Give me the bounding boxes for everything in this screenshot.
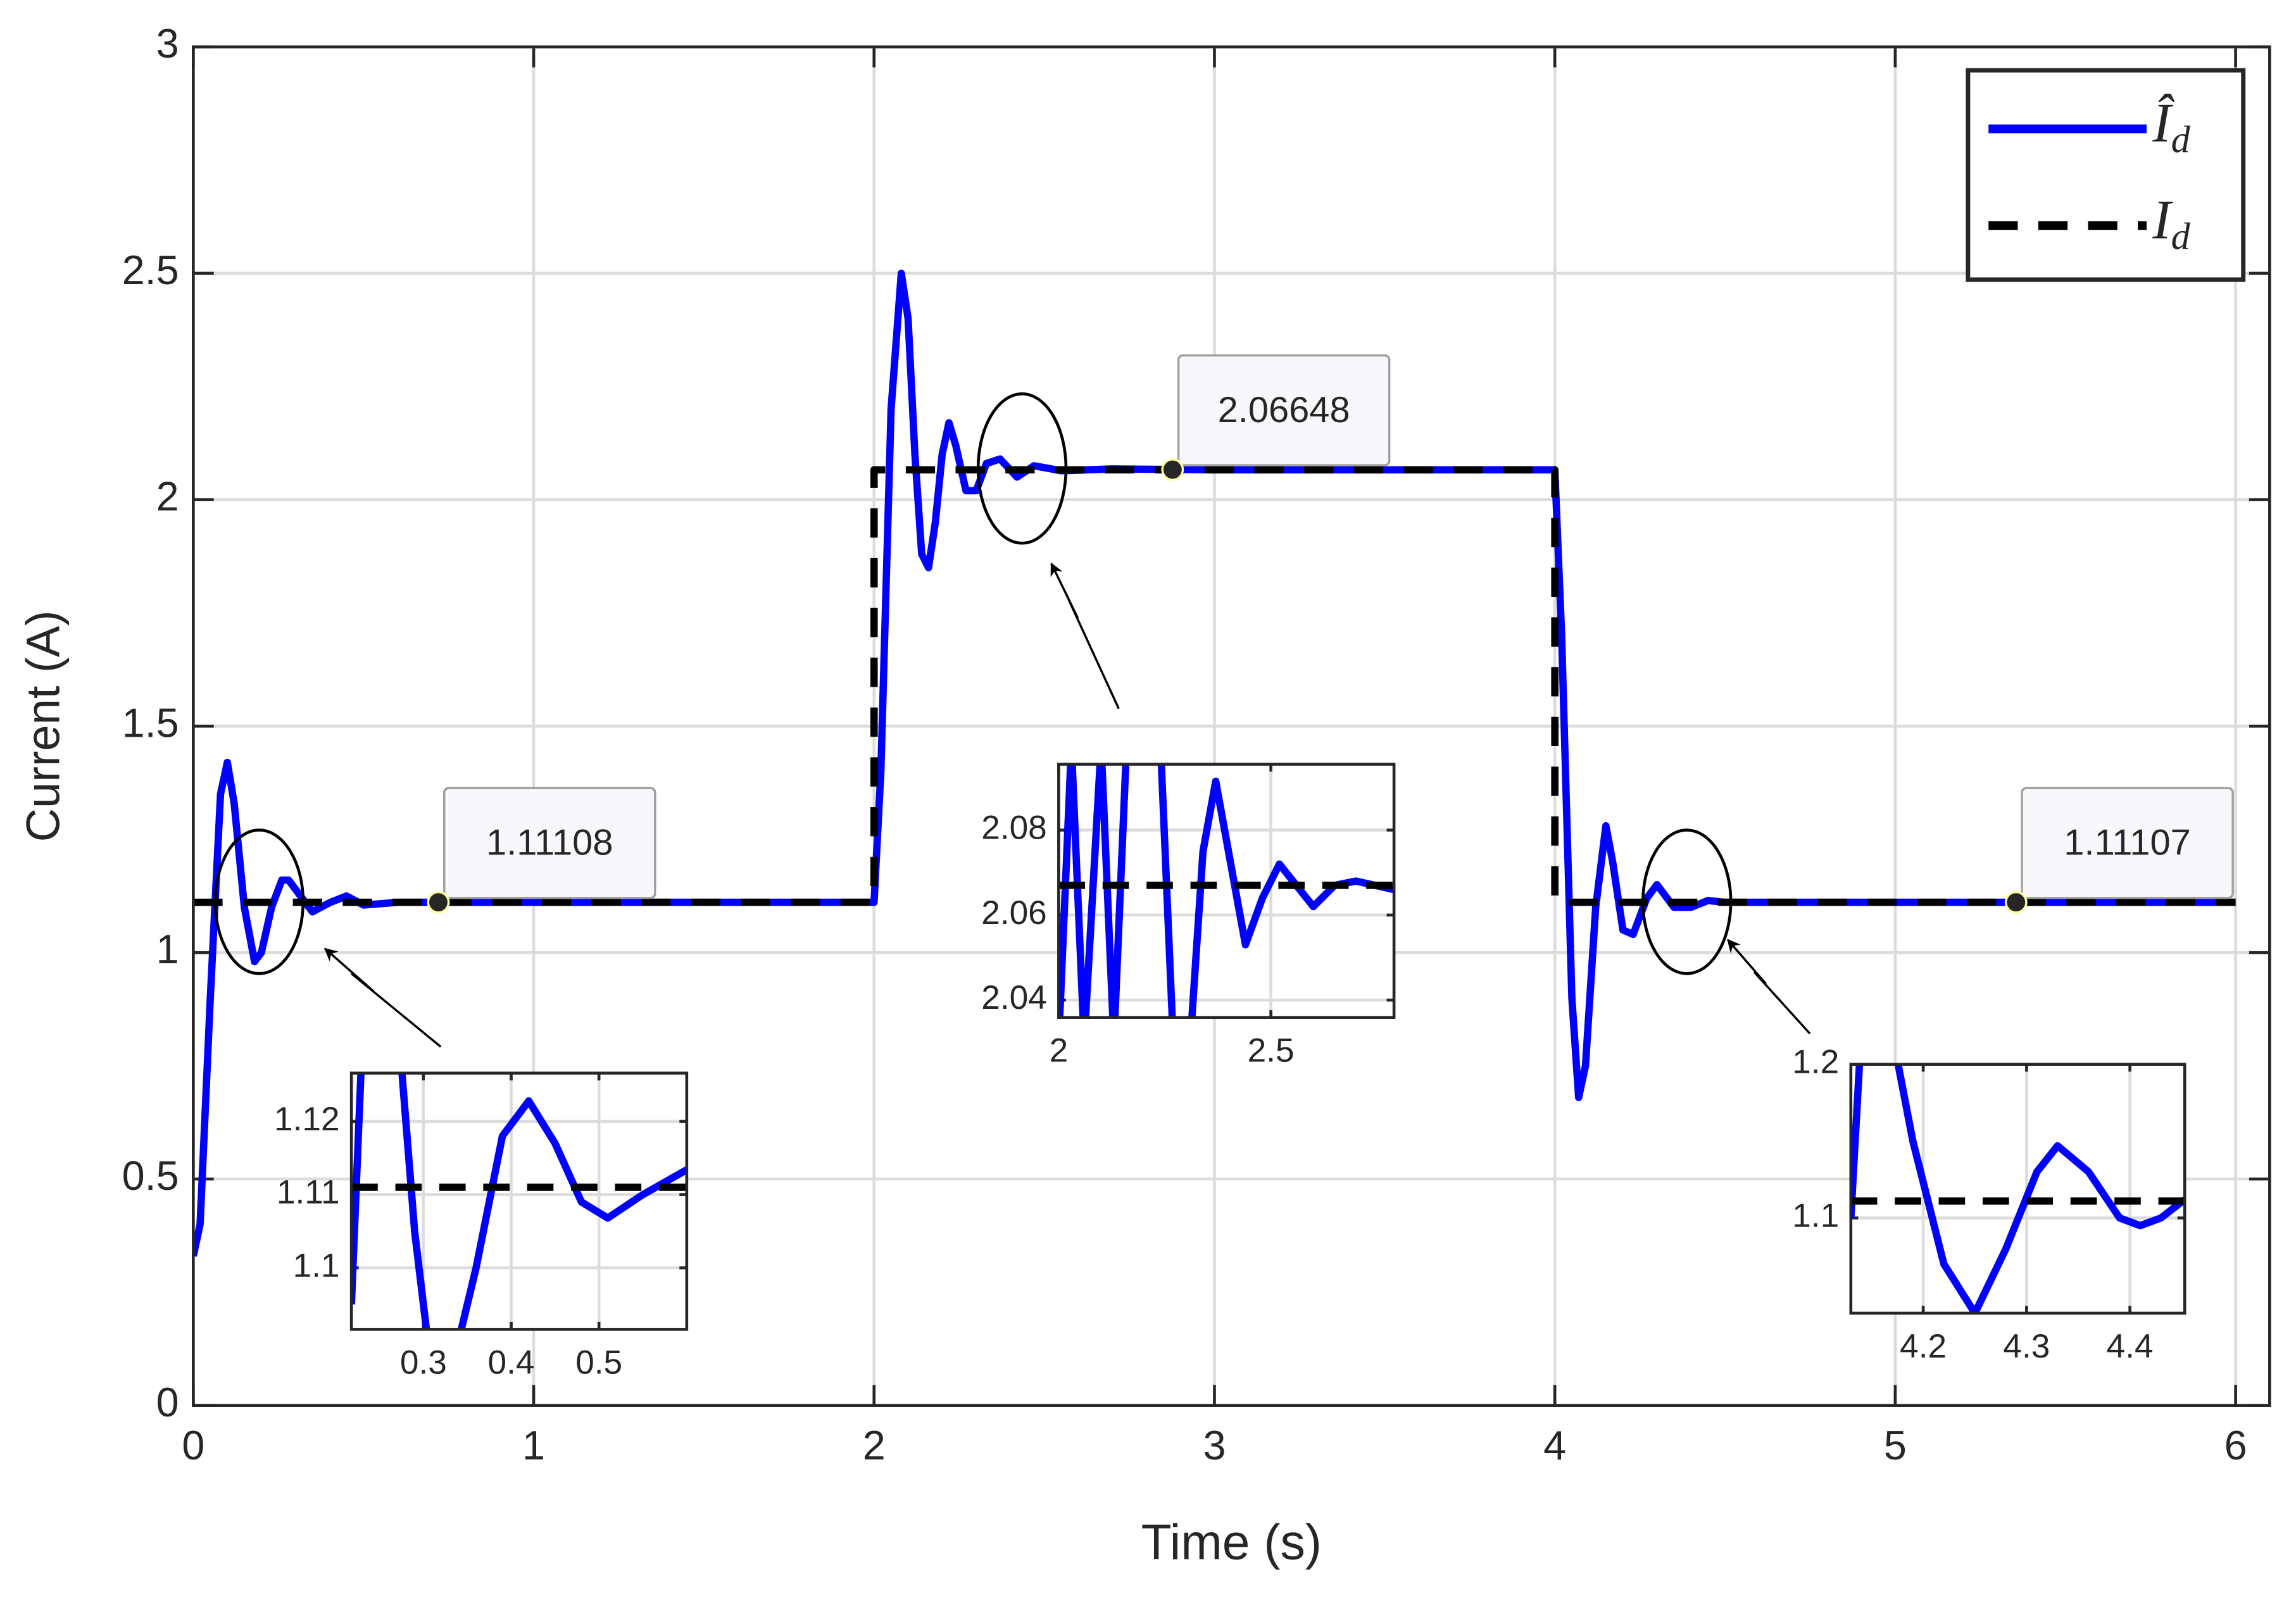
x-tick-label: 0.4	[488, 1344, 535, 1381]
datatip-label: 1.11108	[486, 823, 613, 863]
y-tick-label: 2.06	[981, 894, 1047, 932]
x-tick-label: 1	[522, 1422, 545, 1468]
x-tick-label: 4.3	[2003, 1328, 2050, 1365]
datatip-label: 2.06648	[1218, 390, 1350, 430]
x-tick-label: 0.3	[400, 1344, 447, 1381]
datatip-label: 1.11107	[2064, 823, 2190, 863]
datatip-box	[2021, 787, 2234, 899]
datatip-box	[443, 787, 656, 899]
plot-area	[1850, 1064, 2185, 1313]
zoom-ellipse	[1641, 828, 1733, 975]
axes: 4.2 4.3 4.4 1.1 1.2	[1792, 1044, 2186, 1365]
datatip: 1.11107	[2004, 787, 2234, 914]
y-tick-label: 2	[156, 473, 179, 520]
y-tick-label: 2.08	[981, 809, 1047, 847]
datatip-marker	[427, 890, 450, 914]
series-line	[351, 1073, 687, 1330]
x-tick-label: 4	[1543, 1422, 1566, 1468]
zoom-arrow	[1068, 599, 1120, 709]
x-tick-label: 6	[2224, 1422, 2247, 1468]
x-tick-label: 4.2	[1900, 1328, 1947, 1365]
zoom-ellipse	[213, 828, 305, 975]
x-tick-label: 0.5	[575, 1344, 622, 1381]
plot-layer: 0 1 2 3 4 5 6 0 0.5 1 1.5 2 2.5 3 Time (s) Current (A) Î…	[17, 20, 2271, 1570]
y-tick-label: 1.1	[293, 1247, 340, 1284]
zoom-arrow-head	[1050, 562, 1079, 618]
y-tick-label: 2.5	[122, 247, 179, 293]
axes-frame	[1057, 763, 1396, 1019]
datatip: 2.06648	[1161, 354, 1391, 481]
y-axis-label: Current (A)	[17, 610, 70, 842]
zoom-arrow-head	[1727, 939, 1767, 985]
x-tick-label: 2.5	[1248, 1032, 1295, 1070]
x-tick-label: 3	[1203, 1422, 1226, 1468]
y-tick-label: 1	[156, 926, 179, 972]
legend-label: Îd	[2152, 93, 2190, 161]
zoom-ellipse	[976, 392, 1068, 545]
y-tick-label: 0.5	[122, 1152, 179, 1199]
axes: 2 2.5 2.04 2.06 2.08	[981, 763, 1396, 1070]
x-tick-label: 2	[863, 1422, 886, 1468]
axes-frame	[192, 45, 2271, 1407]
legend: Îd Id	[1966, 68, 2246, 282]
axes-frame	[1849, 1063, 2186, 1315]
series-line	[1058, 764, 1395, 1018]
x-tick-label: 5	[1884, 1422, 1907, 1468]
x-tick-label: 0	[182, 1422, 204, 1468]
legend-box	[1966, 68, 2246, 282]
axes-frame	[349, 1071, 689, 1331]
y-tick-label: 3	[156, 20, 179, 66]
datatip-marker	[2004, 890, 2028, 914]
axes: 0.3 0.4 0.5 1.1 1.11 1.12	[274, 1071, 689, 1381]
datatip: 1.11108	[427, 787, 656, 914]
zoom-arrow-head	[323, 947, 374, 992]
series-line	[1850, 1064, 2185, 1313]
series-line	[193, 270, 2236, 1257]
series-layer	[351, 1073, 687, 1330]
series-line	[193, 466, 2236, 906]
y-tick-label: 1.12	[274, 1101, 340, 1138]
zoom-annotations	[213, 392, 1811, 1048]
x-tick-label: 4.4	[2107, 1328, 2154, 1365]
x-axis-label: Time (s)	[1141, 1514, 1322, 1570]
series-layer	[1058, 764, 1395, 1018]
x-tick-label: 2	[1050, 1032, 1069, 1070]
datatip-box	[1177, 354, 1391, 466]
datatip-marker	[1161, 458, 1184, 481]
y-tick-label: 2.04	[981, 979, 1047, 1016]
y-tick-label: 1.5	[122, 699, 179, 746]
legend-label: Id	[2152, 189, 2190, 258]
y-tick-label: 0	[156, 1379, 179, 1425]
y-tick-label: 1.11	[277, 1174, 340, 1211]
series-layer	[1850, 1064, 2185, 1313]
y-tick-label: 1.1	[1792, 1197, 1839, 1234]
y-tick-label: 1.2	[1792, 1044, 1839, 1081]
series-layer	[193, 270, 2236, 1257]
